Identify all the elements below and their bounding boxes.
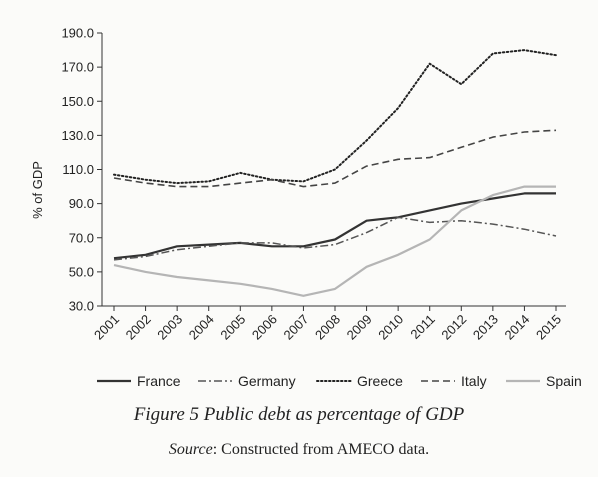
x-tick-label: 2002 bbox=[123, 312, 154, 343]
y-tick-label: 110.0 bbox=[62, 162, 94, 177]
legend-label-italy: Italy bbox=[461, 373, 487, 389]
x-tick-label: 2001 bbox=[91, 312, 122, 343]
line-chart: 30.0 50.0 70.0 90.0 110.0 130.0 150.0 170.0 190.… bbox=[30, 26, 582, 390]
x-tick-label: 2008 bbox=[312, 312, 343, 343]
x-tick-label: 2012 bbox=[438, 312, 469, 343]
source-label: Source bbox=[168, 441, 213, 458]
y-axis-label: % of GDP bbox=[30, 161, 45, 219]
y-tick-label: 30.0 bbox=[69, 299, 94, 314]
y-tick-label: 50.0 bbox=[69, 264, 94, 279]
x-tick-label: 2011 bbox=[407, 312, 437, 342]
y-tick-label: 170.0 bbox=[61, 60, 94, 75]
x-tick-label: 2006 bbox=[249, 312, 280, 343]
x-tick-label: 2014 bbox=[501, 312, 532, 343]
figure-source: Source: Constructed from AMECO data. bbox=[0, 441, 598, 459]
figure-caption: Figure 5 Public debt as percentage of GD… bbox=[133, 404, 465, 425]
x-tick-label: 2009 bbox=[344, 312, 375, 343]
series-line-france bbox=[113, 192, 556, 260]
x-axis: 2001 2002 2003 2004 2005 2006 2007 2008 2009 2010… bbox=[91, 305, 566, 343]
legend-label-germany: Germany bbox=[238, 373, 296, 389]
y-tick-label: 150.0 bbox=[61, 94, 94, 109]
y-tick-label: 190.0 bbox=[61, 26, 94, 41]
series-line-spain bbox=[113, 185, 556, 297]
y-axis: 30.0 50.0 70.0 90.0 110.0 130.0 150.0 170.0 190.… bbox=[61, 26, 103, 314]
series-lines bbox=[113, 49, 557, 297]
y-tick-label: 90.0 bbox=[69, 196, 94, 211]
legend-label-spain: Spain bbox=[546, 373, 582, 389]
x-tick-label: 2003 bbox=[154, 312, 185, 343]
legend-label-greece: Greece bbox=[357, 373, 403, 389]
x-tick-label: 2013 bbox=[470, 312, 501, 343]
y-tick-label: 70.0 bbox=[69, 230, 94, 245]
legend-label-france: France bbox=[137, 373, 181, 389]
y-tick-label: 130.0 bbox=[61, 128, 94, 143]
series-line-italy bbox=[113, 129, 557, 188]
x-tick-label: 2007 bbox=[280, 312, 311, 343]
series-line-greece bbox=[113, 49, 557, 185]
x-tick-label: 2015 bbox=[533, 312, 564, 343]
x-tick-label: 2005 bbox=[217, 312, 248, 343]
x-tick-label: 2010 bbox=[375, 312, 406, 343]
source-text: : Constructed from AMECO data. bbox=[212, 441, 430, 458]
x-tick-label: 2004 bbox=[186, 312, 217, 343]
legend: France Germany Greece Italy Spain bbox=[97, 373, 582, 389]
